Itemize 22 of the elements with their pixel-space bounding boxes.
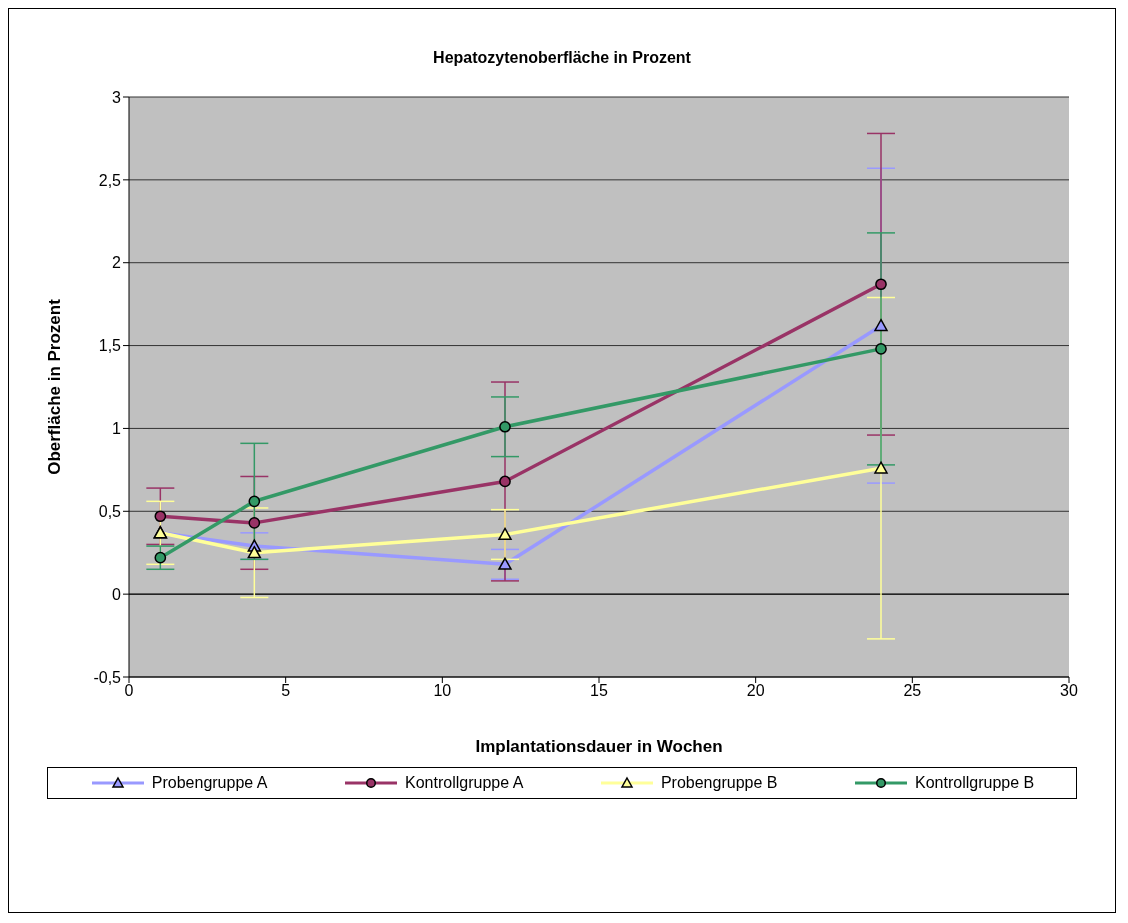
chart-title: Hepatozytenoberfläche in Prozent bbox=[432, 49, 692, 67]
legend-label: Probengruppe A bbox=[151, 774, 268, 792]
legend-label: Kontrollgruppe B bbox=[915, 774, 1035, 792]
y-tick-label: 0 bbox=[112, 585, 122, 603]
y-tick-label: 0,5 bbox=[98, 502, 122, 520]
y-tick-label: 3 bbox=[112, 88, 122, 106]
x-axis-title: Implantationsdauer in Wochen bbox=[475, 737, 723, 756]
y-tick-label: 2,5 bbox=[98, 171, 122, 189]
y-axis-title: Oberfläche in Prozent bbox=[45, 298, 65, 475]
y-tick-label: -0,5 bbox=[93, 668, 122, 686]
y-tick-label: 1,5 bbox=[98, 337, 122, 355]
legend-label: Kontrollgruppe A bbox=[405, 774, 524, 792]
x-tick-label: 0 bbox=[124, 682, 134, 700]
x-tick-label: 5 bbox=[281, 682, 291, 700]
x-tick-label: 10 bbox=[433, 682, 452, 700]
legend-label: Probengruppe B bbox=[660, 774, 778, 792]
x-tick-label: 25 bbox=[903, 682, 922, 700]
x-tick-label: 20 bbox=[746, 682, 765, 700]
y-tick-label: 1 bbox=[112, 420, 122, 438]
x-tick-label: 15 bbox=[590, 682, 608, 700]
y-tick-label: 2 bbox=[112, 254, 122, 272]
x-tick-label: 30 bbox=[1060, 682, 1078, 700]
